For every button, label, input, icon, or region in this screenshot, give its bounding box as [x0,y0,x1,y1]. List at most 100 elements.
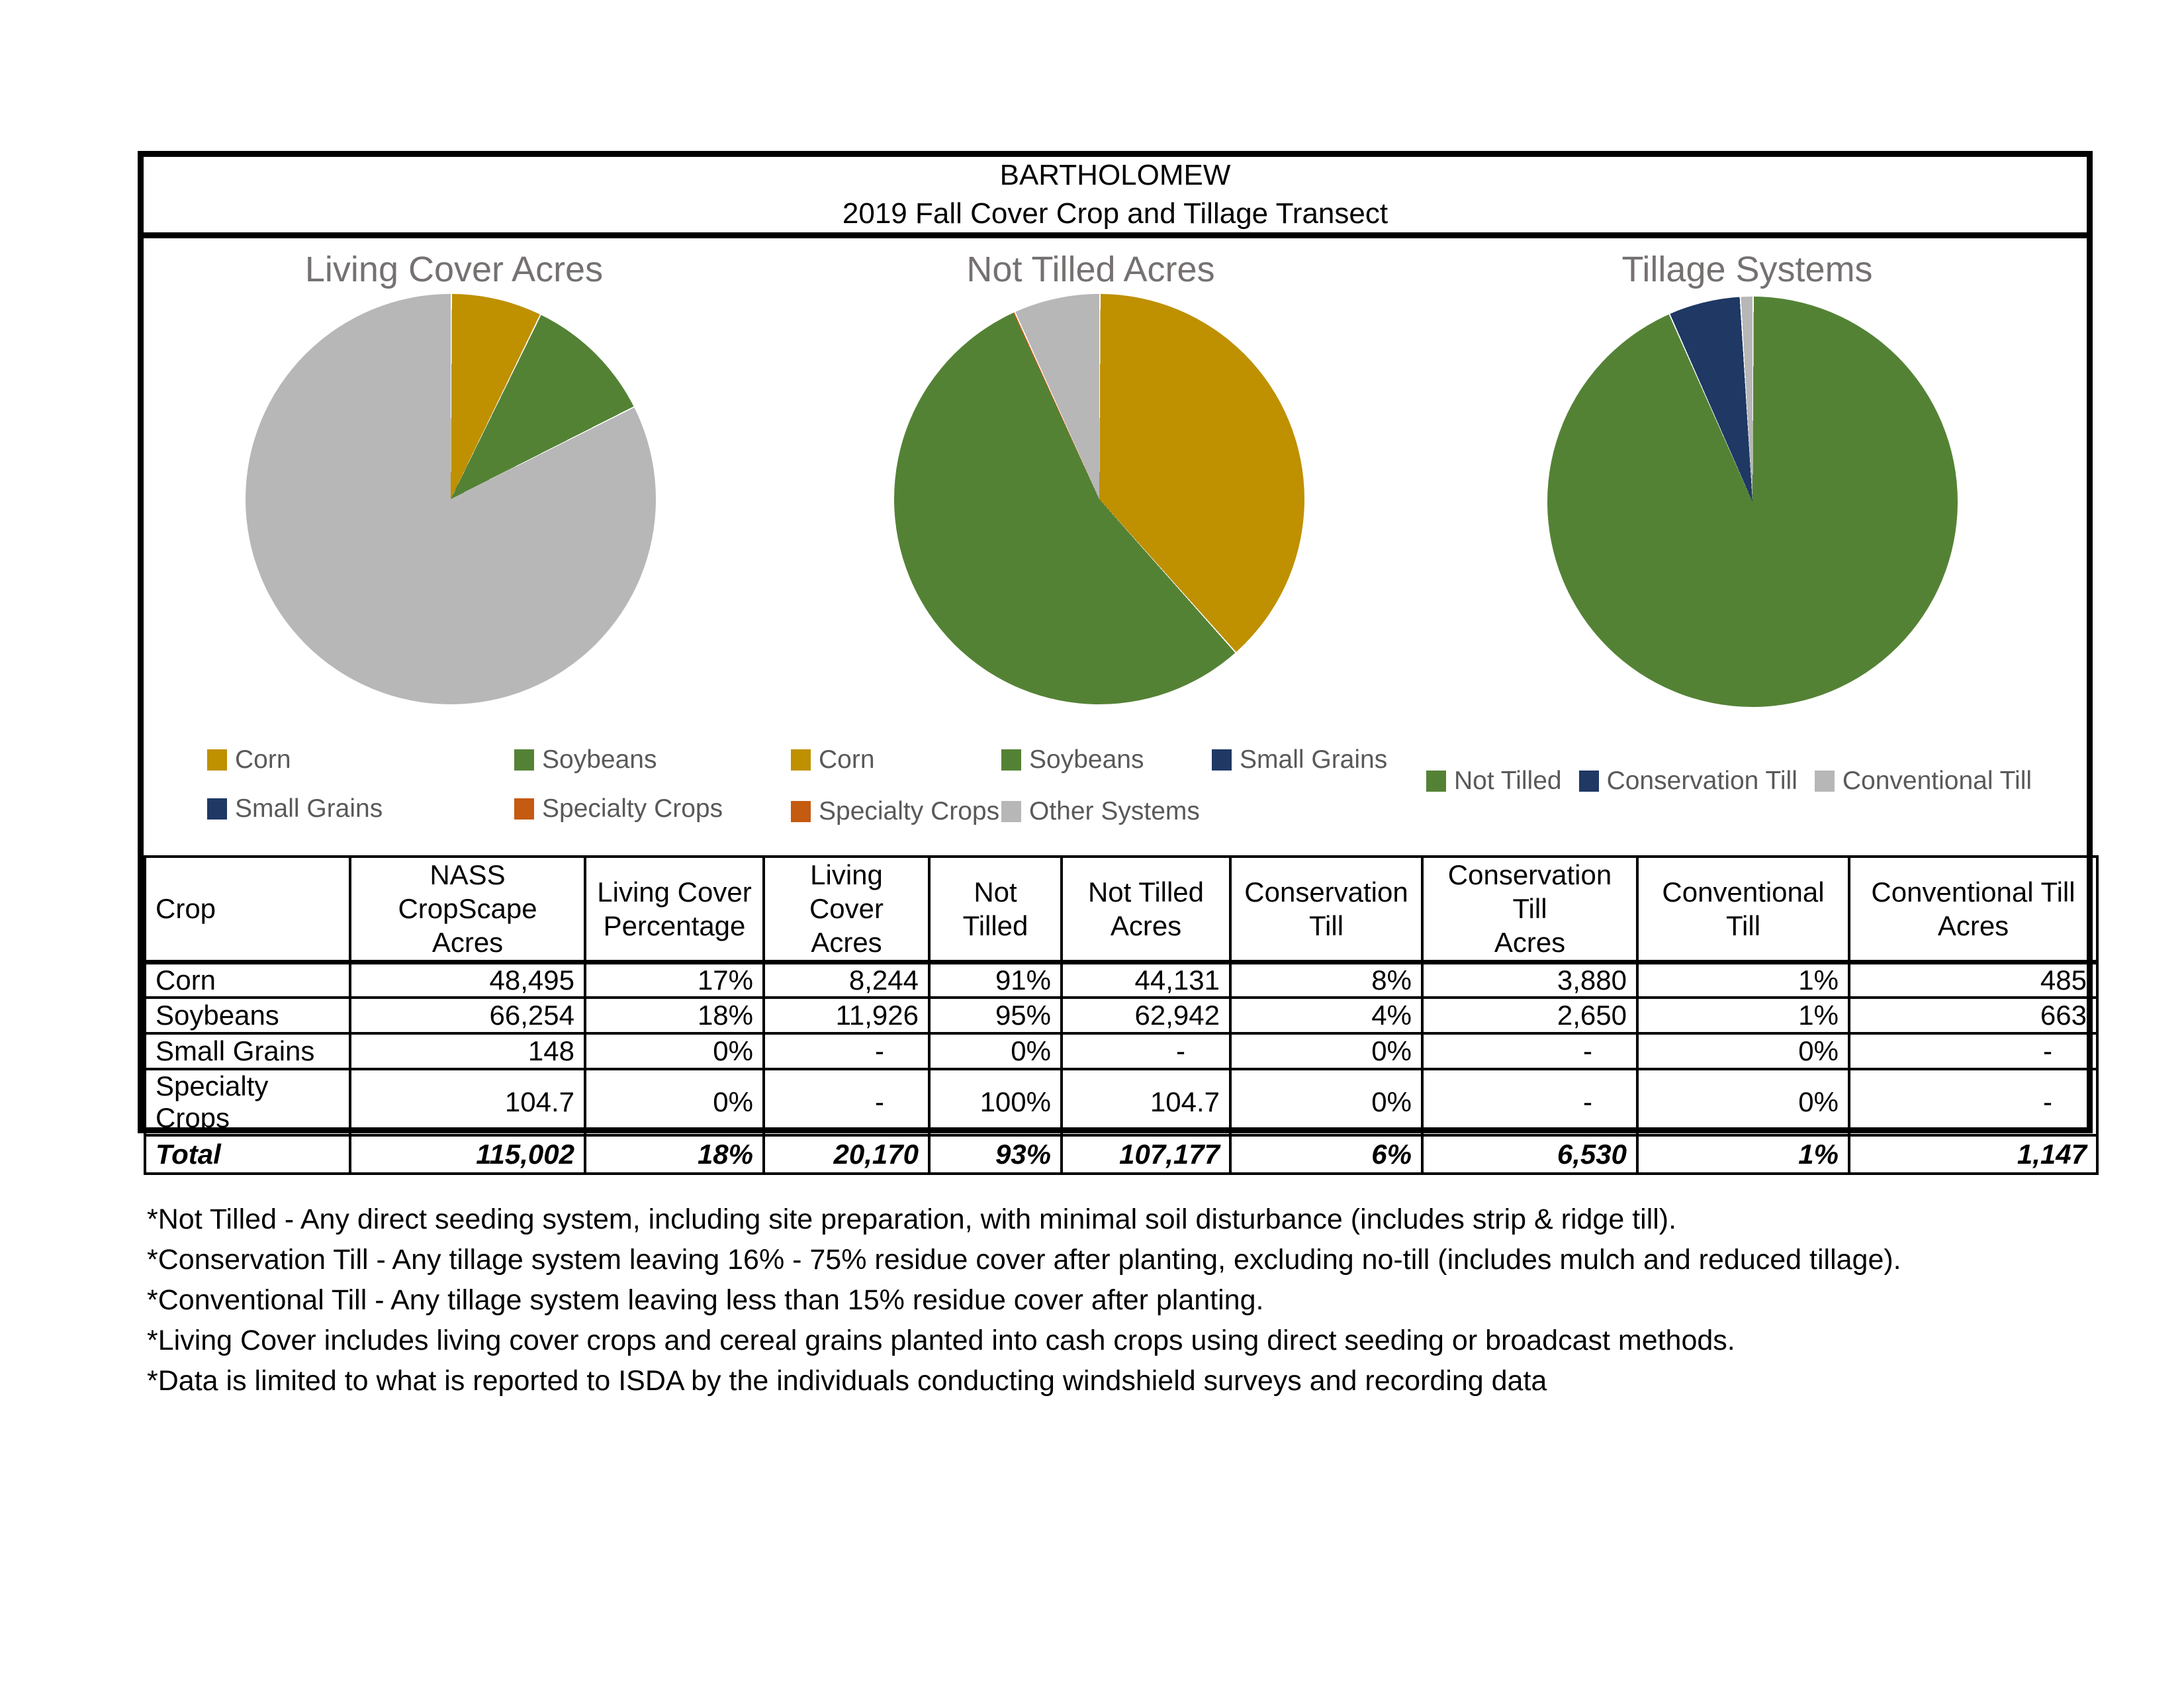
col-header-conservation-till: Conservation Till [1229,855,1424,964]
legend-item-other-systems: Other Systems [1001,797,1212,826]
legend-living-cover-acres: Corn Soybeans Small Grains Specialty Crops [207,745,821,823]
chart-area: Living Cover Acres Not Tilled Acres Till… [144,238,2087,855]
report-subtitle: 2019 Fall Cover Crop and Tillage Transec… [842,197,1388,230]
footnote-conservation-till: *Conservation Till - Any tillage system … [147,1244,1901,1276]
corn-swatch-icon [207,749,227,771]
legend-label: Corn [819,745,875,774]
cell: 11,926 [762,996,931,1035]
cell: Soybeans [144,996,351,1035]
cell: - [1421,1068,1639,1137]
cell: 91% [928,961,1063,1000]
table-total-row: Total 115,002 18% 20,170 93% 107,177 6% 6,530 1%… [144,1134,2099,1176]
table-row-small-grains: Small Grains 148 0% -0% -0% -0% - [144,1032,2099,1071]
col-header-not-tilled-acres: Not Tilled Acres [1060,855,1232,964]
cell: 0% [1636,1032,1850,1071]
col-header-living-cover-percentage: Living Cover Percentage [584,855,765,964]
cell: 62,942 [1060,996,1232,1035]
chart-title-living-cover-acres: Living Cover Acres [304,250,604,289]
cell: - [1848,1032,2099,1071]
col-header-living-cover-acres: Living Cover Acres [762,855,931,964]
cell: 44,131 [1060,961,1232,1000]
footnote-data-limited: *Data is limited to what is reported to … [147,1365,1547,1397]
cell: 20,170 [762,1134,931,1176]
footnotes: *Not Tilled - Any direct seeding system,… [147,1199,1901,1401]
cell: 100% [928,1068,1063,1137]
cell: Corn [144,961,351,1000]
cell: - [1421,1032,1639,1071]
cell: 115,002 [349,1134,586,1176]
specialty-crops-swatch-icon [791,801,811,822]
legend-item-corn: Corn [207,745,514,774]
col-header-crop: Crop [144,855,351,964]
legend-item-corn: Corn [791,745,1001,774]
legend-label: Specialty Crops [542,794,723,823]
legend-label: Other Systems [1029,797,1200,825]
chart-title-not-tilled-acres: Not Tilled Acres [966,250,1215,289]
col-header-not-tilled: Not Tilled [928,855,1063,964]
cell: 18% [584,996,765,1035]
cell: 1% [1636,1134,1850,1176]
soybeans-swatch-icon [514,749,534,771]
footnote-conventional-till: *Conventional Till - Any tillage system … [147,1284,1264,1316]
cell: 6,530 [1421,1134,1639,1176]
cell: 104.7 [1060,1068,1232,1137]
report-frame: BARTHOLOMEW 2019 Fall Cover Crop and Til… [138,151,2099,1176]
footnote-living-cover: *Living Cover includes living cover crop… [147,1325,1735,1356]
legend-not-tilled-acres: Corn Soybeans Small Grains Specialty Crops O… [791,745,1430,826]
table-header-row: Crop NASS CropScape Acres Living Cover Per… [144,855,2099,964]
pie-chart-tillage-systems [1547,297,1958,707]
col-header-conservation-till-acres: Conservation Till Acres [1421,855,1639,964]
legend-label: Conservation Till [1606,767,1797,795]
cell: 8,244 [762,961,931,1000]
cell: 2,650 [1421,996,1639,1035]
table-header-row: Crop NASS CropScape Acres Living Cover Per… [144,855,2099,964]
specialty-crops-swatch-icon [514,798,534,820]
cell: 93% [928,1134,1063,1176]
cell: 148 [349,1032,586,1071]
table-body: Corn 48,495 17% 8,244 91% 44,131 8% 3,880 1% 485 S… [144,961,2099,1176]
cell: 4% [1229,996,1424,1035]
cell: 8% [1229,961,1424,1000]
legend-tillage-systems: Not Tilled Conservation Till Conventional … [1426,767,2032,796]
cell: 0% [928,1032,1063,1071]
cell: 6% [1229,1134,1424,1176]
legend-item-conservation-till: Conservation Till [1578,767,1797,796]
legend-label: Small Grains [1240,745,1388,774]
legend-label: Not Tilled [1454,767,1562,795]
legend-item-specialty-crops: Specialty Crops [514,794,821,823]
footnote-not-tilled: *Not Tilled - Any direct seeding system,… [147,1203,1677,1235]
cell: 104.7 [349,1068,586,1137]
conventional-till-swatch-icon [1814,771,1835,792]
cell: 0% [1636,1068,1850,1137]
table-row-corn: Corn 48,495 17% 8,244 91% 44,131 8% 3,880 1% 485 [144,961,2099,1000]
cell: 66,254 [349,996,586,1035]
cell: 0% [1229,1032,1424,1071]
report-title-box: BARTHOLOMEW 2019 Fall Cover Crop and Til… [144,157,2087,238]
cell: 485 [1848,961,2099,1000]
legend-item-small-grains: Small Grains [1212,745,1430,774]
legend-label: Corn [235,745,291,774]
small-grains-swatch-icon [1212,749,1232,771]
corn-swatch-icon [791,749,811,771]
col-header-nass-cropscape-acres: NASS CropScape Acres [349,855,586,964]
cell: 107,177 [1060,1134,1232,1176]
legend-item-not-tilled: Not Tilled [1426,767,1562,796]
col-header-conventional-till-acres: Conventional Till Acres [1848,855,2099,964]
legend-item-soybeans: Soybeans [514,745,821,774]
cell: 18% [584,1134,765,1176]
legend-label: Conventional Till [1842,767,2032,795]
cell: 1% [1636,996,1850,1035]
cell: 663 [1848,996,2099,1035]
cell: 95% [928,996,1063,1035]
legend-label: Soybeans [1029,745,1144,774]
cell: 1% [1636,961,1850,1000]
legend-item-soybeans: Soybeans [1001,745,1212,774]
table-row-specialty-crops: Specialty Crops 104.7 0% -100% 104.7 0% -0% - [144,1068,2099,1137]
cell: Total [144,1134,351,1176]
cell: - [762,1032,931,1071]
chart-title-tillage-systems: Tillage Systems [1621,250,1873,289]
cell: 48,495 [349,961,586,1000]
cell: 3,880 [1421,961,1639,1000]
col-header-conventional-till: Conventional Till [1636,855,1850,964]
legend-label: Small Grains [235,794,383,823]
